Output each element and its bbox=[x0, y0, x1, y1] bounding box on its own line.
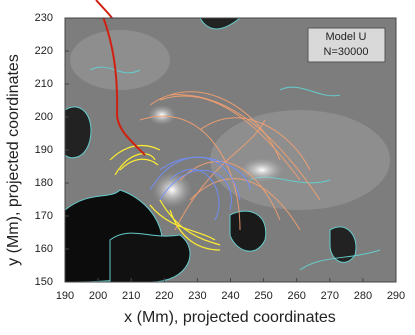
annotation-box bbox=[307, 27, 386, 63]
x-tick-label: 230 bbox=[188, 290, 206, 302]
y-tick-label: 150 bbox=[35, 276, 53, 288]
x-tick-label: 200 bbox=[89, 290, 107, 302]
y-tick-label: 220 bbox=[35, 45, 53, 57]
x-axis-label: x (Mm), projected coordinates bbox=[124, 309, 336, 326]
y-tick-label: 200 bbox=[35, 111, 53, 123]
y-tick-label: 180 bbox=[35, 177, 53, 189]
x-tick-label: 270 bbox=[321, 290, 339, 302]
x-tick-label: 260 bbox=[288, 290, 306, 302]
y-tick-label: 230 bbox=[35, 12, 53, 24]
y-tick-label: 170 bbox=[35, 210, 53, 222]
x-tick-label: 280 bbox=[354, 290, 372, 302]
y-tick-label: 160 bbox=[35, 243, 53, 255]
x-tick-label: 190 bbox=[56, 290, 74, 302]
x-tick-label: 250 bbox=[254, 290, 272, 302]
annotation: Model U bbox=[326, 31, 367, 43]
y-tick-label: 210 bbox=[35, 78, 53, 90]
x-tick-label: 240 bbox=[221, 290, 239, 302]
x-tick-label: 290 bbox=[387, 290, 405, 302]
y-axis-label: y (Mm), projected coordinates bbox=[5, 54, 22, 266]
y-tick-label: 190 bbox=[35, 144, 53, 156]
annotation: N=30000 bbox=[324, 46, 369, 58]
x-tick-label: 220 bbox=[155, 290, 173, 302]
x-tick-label: 210 bbox=[122, 290, 140, 302]
